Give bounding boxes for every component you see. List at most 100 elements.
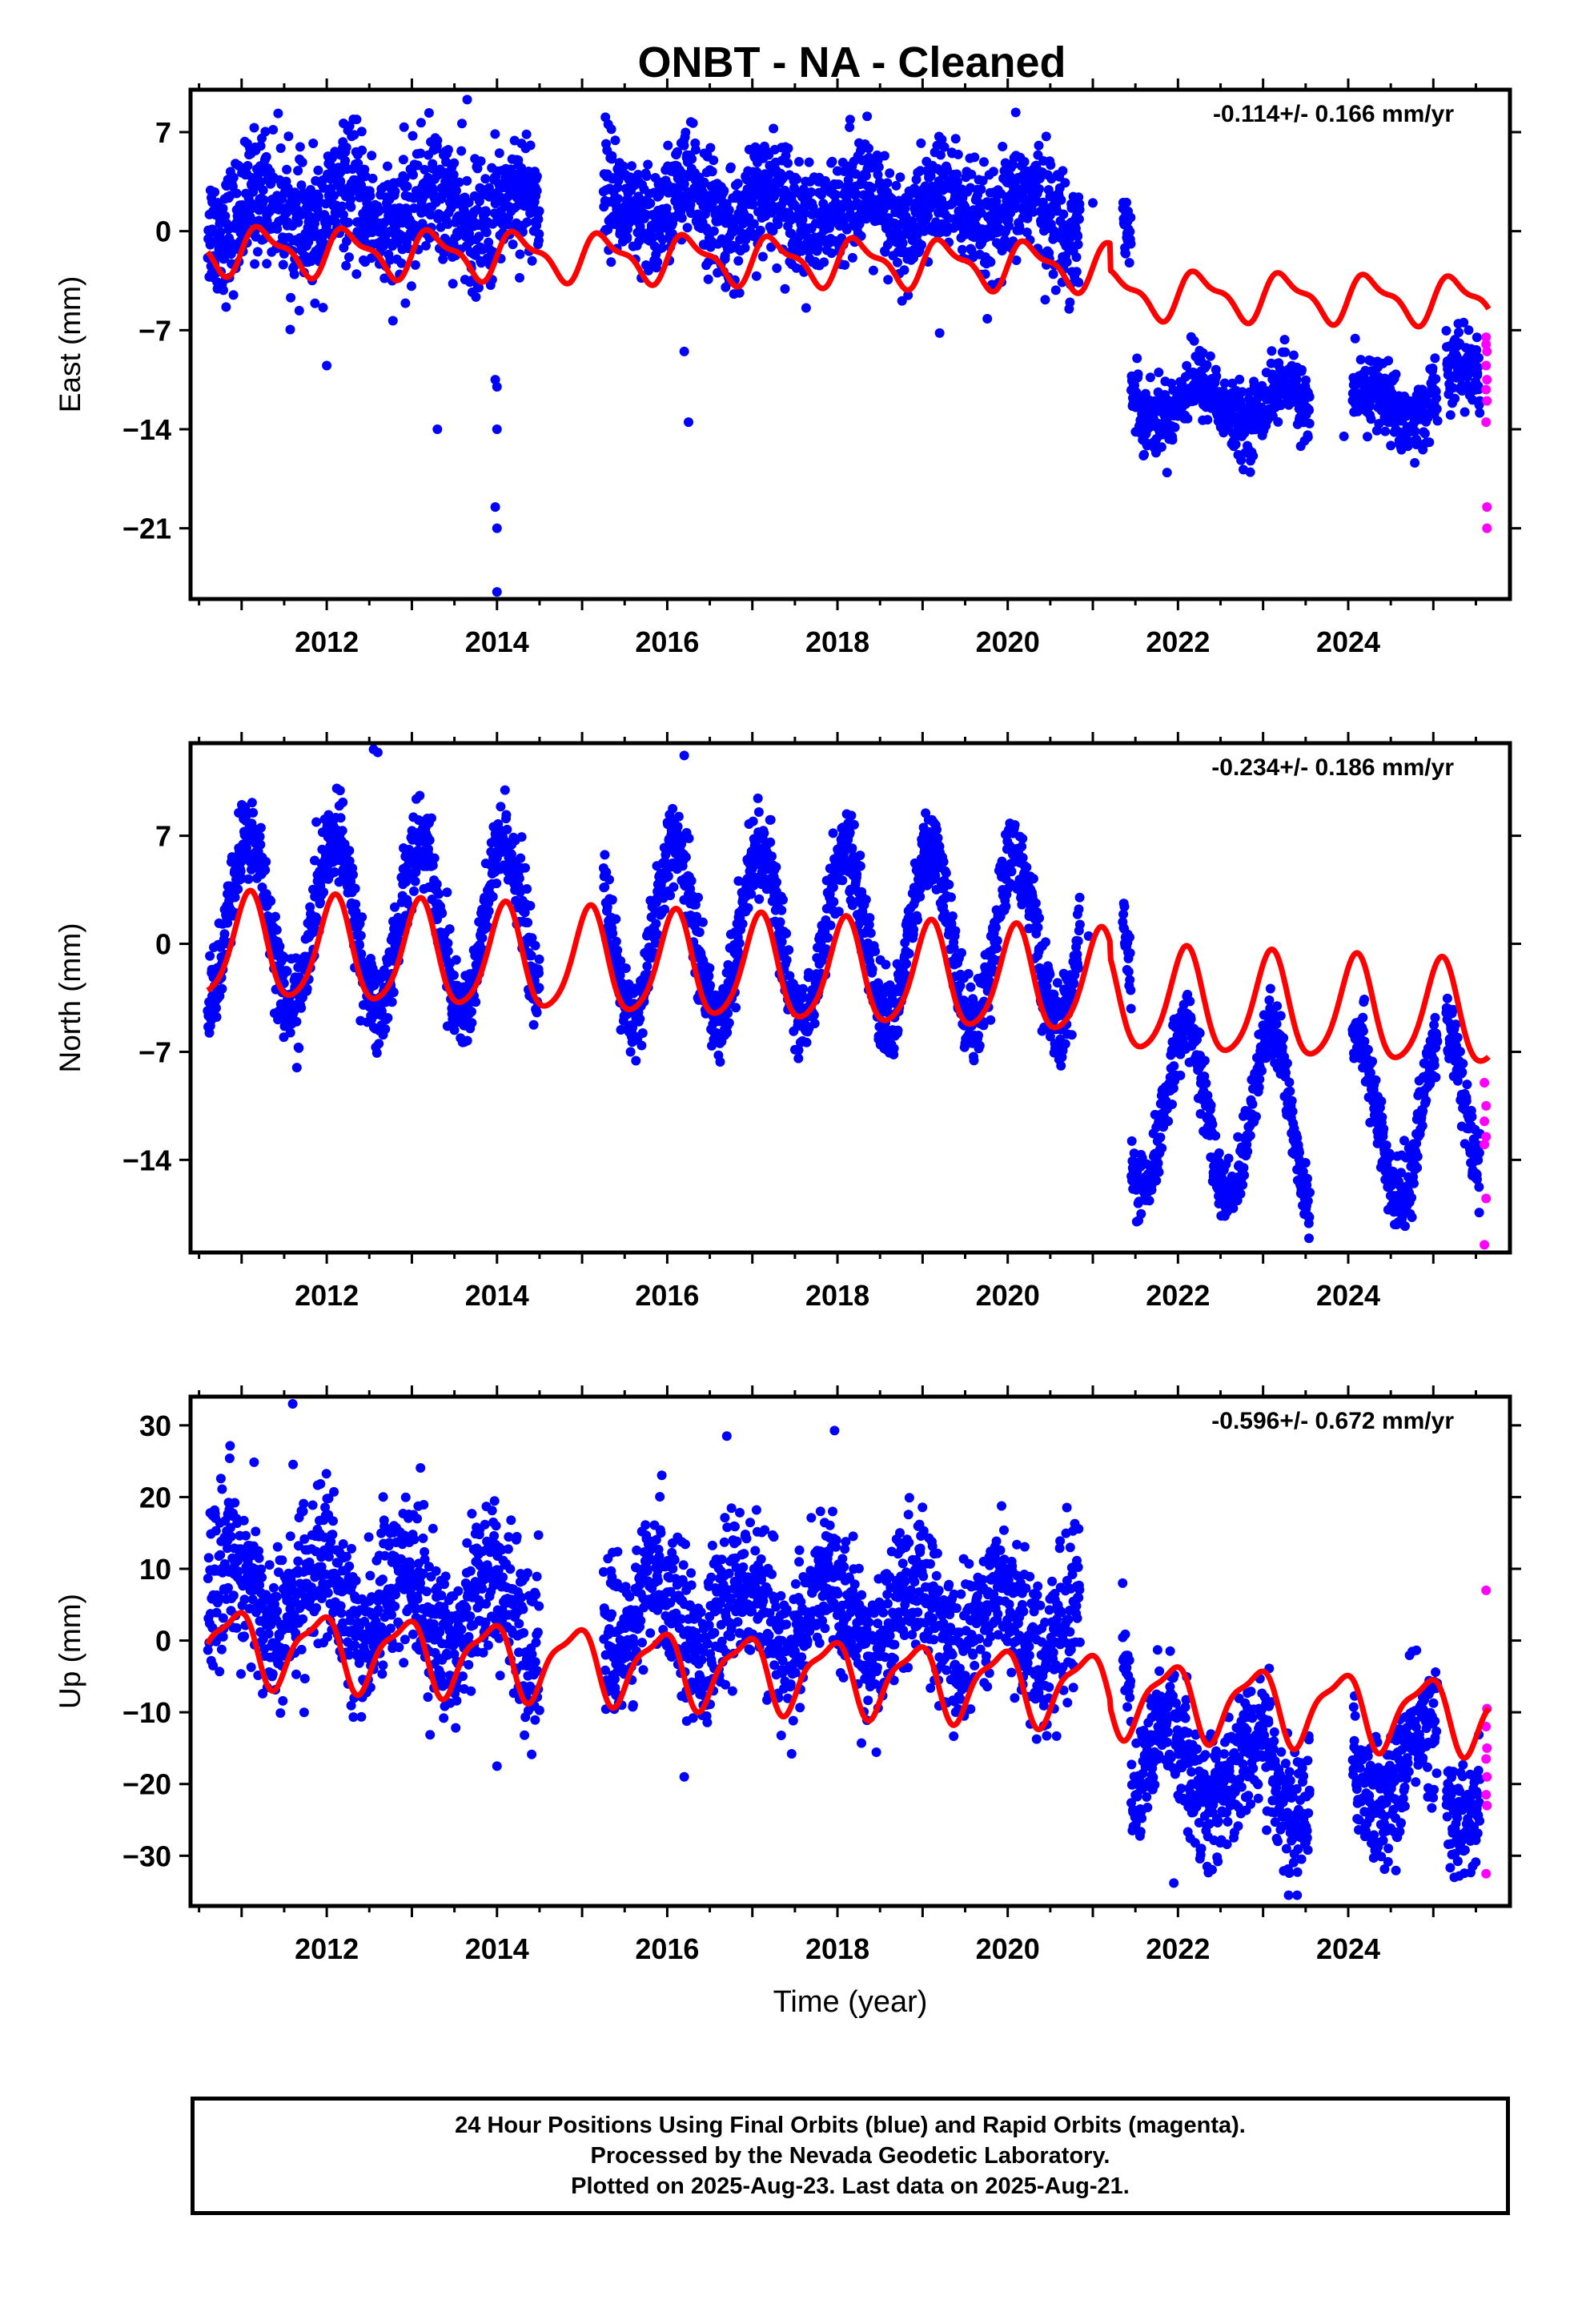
data-point: [291, 1016, 302, 1027]
data-point: [355, 940, 364, 951]
data-point: [472, 163, 483, 174]
data-point: [398, 155, 408, 165]
data-point: [882, 178, 893, 188]
data-point: [495, 825, 505, 835]
data-point: [1211, 371, 1222, 381]
data-point: [1065, 297, 1075, 308]
data-point: [408, 131, 418, 141]
data-point: [522, 884, 532, 894]
data-point: [516, 832, 527, 842]
data-point: [400, 298, 411, 308]
data-point: [351, 115, 362, 125]
data-point: [845, 122, 855, 132]
data-point: [262, 259, 272, 269]
data-point: [1391, 369, 1401, 380]
data-point: [1205, 351, 1215, 361]
data-point: [481, 227, 492, 238]
data-point: [410, 259, 420, 270]
data-point: [1468, 395, 1478, 405]
data-point: [1074, 214, 1084, 224]
data-point: [650, 938, 661, 948]
data-point: [1056, 195, 1066, 205]
outlier-point: [492, 424, 502, 434]
y-tick-label: −14: [122, 413, 171, 446]
data-point: [988, 167, 998, 177]
data-point: [772, 877, 781, 887]
data-point: [771, 862, 781, 872]
data-point: [1048, 269, 1058, 279]
data-point: [481, 207, 492, 218]
data-point: [425, 210, 436, 220]
data-point: [652, 257, 663, 267]
data-point: [1074, 277, 1084, 287]
data-point: [1231, 439, 1241, 449]
data-point: [296, 180, 307, 191]
data-point: [610, 135, 620, 146]
data-point: [754, 894, 765, 904]
data-point: [1474, 352, 1484, 363]
data-point: [337, 201, 347, 211]
data-point: [1189, 336, 1199, 346]
data-point: [319, 887, 329, 898]
data-point: [765, 814, 776, 825]
data-point: [751, 271, 761, 281]
data-point: [1132, 353, 1142, 364]
data-point: [829, 897, 839, 907]
data-point: [917, 239, 926, 250]
rapid-orbit-point: [1481, 332, 1492, 343]
data-point: [1280, 347, 1291, 357]
data-point: [283, 131, 294, 142]
data-point: [462, 1035, 472, 1046]
data-point: [828, 883, 838, 892]
data-point: [271, 911, 280, 922]
x-tick-label: 2018: [805, 625, 869, 658]
data-point: [337, 826, 347, 836]
data-point: [724, 1018, 734, 1028]
data-point: [998, 142, 1008, 151]
data-point: [725, 162, 736, 172]
data-point: [1303, 432, 1313, 442]
data-point: [976, 207, 986, 218]
data-point: [851, 189, 861, 199]
data-point: [916, 138, 926, 148]
data-point: [266, 896, 276, 907]
data-point: [849, 819, 859, 830]
data-point: [657, 235, 668, 244]
data-point: [937, 135, 947, 145]
data-point: [759, 874, 769, 884]
data-point: [651, 919, 661, 929]
data-point: [673, 147, 682, 157]
data-point: [731, 1003, 741, 1013]
data-point: [471, 292, 481, 302]
data-point: [636, 1040, 647, 1051]
data-point: [864, 143, 873, 154]
data-point: [204, 1027, 215, 1038]
data-point: [282, 164, 292, 175]
data-point: [357, 912, 367, 923]
data-point: [865, 928, 876, 939]
data-point: [1162, 468, 1172, 478]
east-model-fit-line: [205, 223, 1492, 330]
data-point: [722, 1027, 733, 1038]
data-point: [891, 180, 901, 191]
data-point: [1383, 356, 1394, 366]
data-point: [1011, 255, 1022, 265]
data-point: [464, 197, 474, 207]
data-point: [705, 143, 716, 153]
data-point: [1366, 414, 1376, 424]
data-point: [785, 971, 795, 981]
data-point: [454, 177, 464, 187]
data-point: [335, 176, 346, 187]
data-point: [616, 956, 626, 966]
data-point: [1198, 348, 1208, 358]
data-point: [794, 157, 804, 167]
data-point: [820, 175, 830, 186]
data-point: [734, 287, 745, 298]
data-point: [1475, 408, 1485, 418]
data-point: [424, 844, 433, 854]
data-point: [525, 140, 536, 151]
data-point: [360, 171, 371, 182]
figure-title: ONBT - NA - Cleaned: [637, 38, 1066, 86]
y-tick-label: 7: [155, 116, 171, 149]
data-point: [845, 115, 855, 125]
